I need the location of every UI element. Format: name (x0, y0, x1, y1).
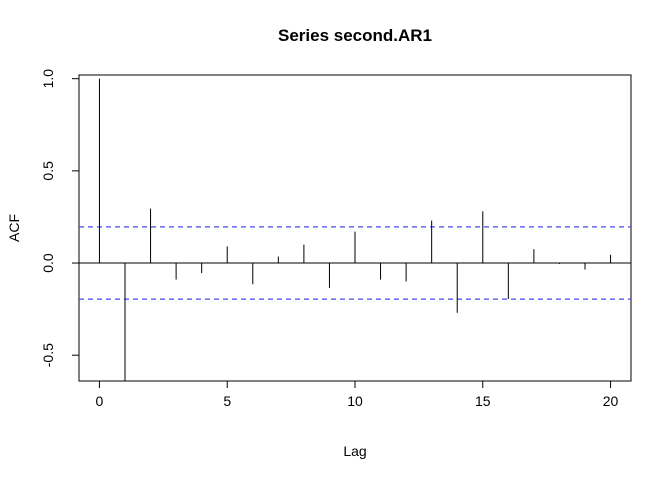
y-tick-label: 0.0 (40, 253, 56, 273)
y-tick-label: 0.5 (40, 161, 56, 181)
chart-title: Series second.AR1 (278, 26, 432, 45)
x-tick-label: 10 (347, 393, 363, 409)
plot-frame (78, 74, 632, 382)
acf-bars (98, 78, 612, 381)
y-axis-label: ACF (6, 214, 22, 242)
x-axis-label: Lag (343, 443, 366, 459)
y-tick-label: -0.5 (40, 343, 56, 367)
x-axis: 0 5 10 15 20 (96, 380, 619, 409)
y-tick-label: 1.0 (40, 69, 56, 89)
x-tick-label: 20 (603, 393, 619, 409)
confidence-bounds (79, 226, 631, 300)
x-tick-label: 5 (223, 393, 231, 409)
x-tick-label: 15 (475, 393, 491, 409)
y-axis: -0.5 0.0 0.5 1.0 (40, 69, 80, 367)
x-tick-label: 0 (96, 393, 104, 409)
